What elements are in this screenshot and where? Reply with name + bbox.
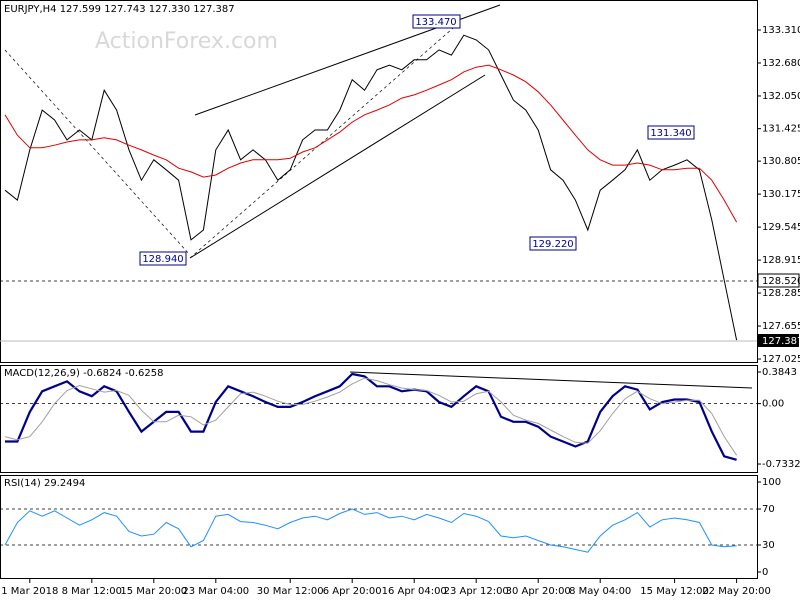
series-line bbox=[4, 64, 738, 223]
y-tick-label: 0 bbox=[762, 567, 768, 578]
x-tick-label: 22 May 20:00 bbox=[702, 586, 771, 597]
label-box bbox=[647, 125, 695, 140]
y-tick-label: 128.915 bbox=[762, 255, 800, 266]
y-tick-label: 130.175 bbox=[762, 189, 800, 200]
swing-line bbox=[189, 21, 461, 259]
watermark: ActionForex.com bbox=[95, 29, 278, 54]
macd-title: MACD(12,26,9) -0.6824 -0.6258 bbox=[4, 368, 164, 379]
label-box bbox=[757, 273, 800, 288]
label-box bbox=[529, 236, 577, 251]
price-panel bbox=[0, 0, 758, 363]
x-tick-label: 30 Apr 20:00 bbox=[506, 586, 571, 597]
x-tick-label: 8 May 04:00 bbox=[569, 586, 631, 597]
y-tick-label: 0.00 bbox=[762, 399, 784, 410]
rsi-panel bbox=[0, 475, 758, 579]
y-tick-label: 129.545 bbox=[762, 222, 800, 233]
rsi-title: RSI(14) 29.2494 bbox=[4, 478, 85, 489]
x-tick-label: 16 Apr 04:00 bbox=[382, 586, 447, 597]
y-tick-label: 128.285 bbox=[762, 288, 800, 299]
swing-line bbox=[4, 49, 191, 256]
macd-trend-line bbox=[349, 371, 753, 389]
x-tick-label: 15 May 12:00 bbox=[640, 586, 709, 597]
annotation: 133.470 bbox=[415, 17, 456, 28]
series-line bbox=[4, 508, 737, 553]
y-tick-label: 133.310 bbox=[762, 25, 800, 36]
x-tick-label: 23 Apr 12:00 bbox=[444, 586, 509, 597]
label-box bbox=[758, 334, 799, 347]
y-tick-label: 127.025 bbox=[762, 354, 800, 365]
current-price-label: 127.387 bbox=[762, 336, 800, 347]
label-box bbox=[139, 251, 187, 266]
y-tick-label: 70 bbox=[762, 504, 775, 515]
series-line bbox=[4, 377, 738, 456]
trend-line bbox=[189, 74, 486, 259]
x-tick-label: 8 Mar 12:00 bbox=[62, 586, 122, 597]
x-tick-label: 6 Apr 20:00 bbox=[323, 586, 382, 597]
x-tick-label: 30 Mar 12:00 bbox=[257, 586, 324, 597]
y-tick-label: 0.3843 bbox=[762, 367, 797, 378]
label-box bbox=[412, 14, 461, 29]
y-tick-label: 132.050 bbox=[762, 91, 800, 102]
macd-panel bbox=[0, 365, 758, 473]
annotation: 128.940 bbox=[142, 254, 183, 265]
annotation: 131.340 bbox=[650, 128, 691, 139]
annotation: 129.220 bbox=[532, 239, 573, 250]
y-tick-label: 100 bbox=[762, 477, 781, 488]
y-tick-label: 131.425 bbox=[762, 124, 800, 135]
x-tick-label: 23 Mar 04:00 bbox=[182, 586, 249, 597]
y-tick-label: 127.655 bbox=[762, 321, 800, 332]
level-label: 128.520 bbox=[762, 276, 800, 287]
y-tick-label: -0.7332 bbox=[762, 459, 800, 470]
x-tick-label: 1 Mar 2018 bbox=[1, 586, 58, 597]
y-tick-label: 30 bbox=[762, 540, 775, 551]
x-tick-label: 15 Mar 20:00 bbox=[120, 586, 187, 597]
price-title: EURJPY,H4 127.599 127.743 127.330 127.38… bbox=[4, 4, 235, 15]
series-line bbox=[4, 34, 738, 341]
y-tick-label: 132.680 bbox=[762, 58, 800, 69]
y-tick-label: 130.805 bbox=[762, 156, 800, 167]
series-line bbox=[5, 372, 737, 461]
